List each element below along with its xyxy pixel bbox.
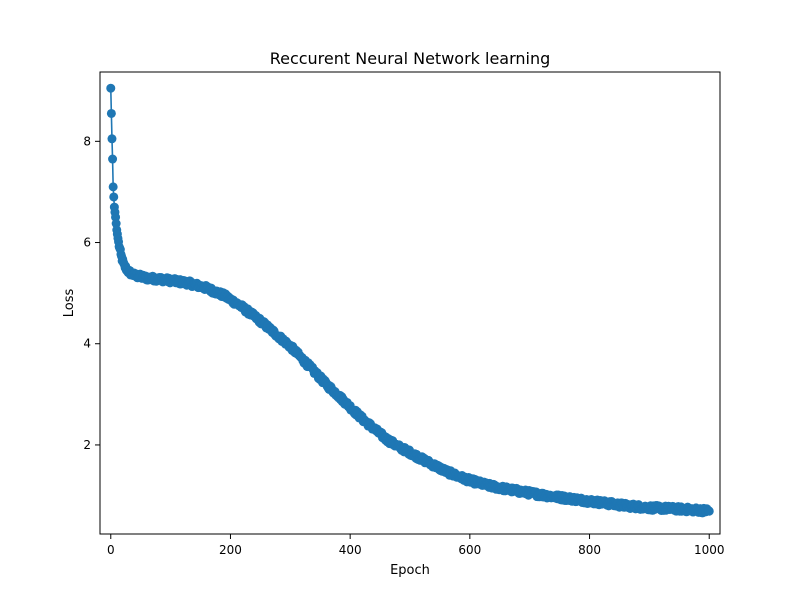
y-tick-label: 6 bbox=[83, 236, 91, 250]
y-tick-label: 2 bbox=[83, 438, 91, 452]
chart-title: Reccurent Neural Network learning bbox=[270, 49, 551, 68]
x-tick-label: 800 bbox=[578, 543, 601, 557]
y-tick-label: 8 bbox=[83, 134, 91, 148]
data-point bbox=[108, 154, 118, 164]
data-point bbox=[704, 506, 714, 516]
x-axis-ticks: 0 200 400 600 800 1000 bbox=[107, 534, 725, 557]
data-point bbox=[106, 108, 116, 118]
x-tick-label: 600 bbox=[458, 543, 481, 557]
data-point bbox=[109, 192, 119, 202]
x-tick-label: 0 bbox=[107, 543, 115, 557]
x-tick-label: 200 bbox=[219, 543, 242, 557]
x-tick-label: 400 bbox=[339, 543, 362, 557]
y-axis-ticks: 2 4 6 8 bbox=[83, 134, 100, 452]
series-layer bbox=[106, 83, 714, 518]
y-tick-label: 4 bbox=[83, 337, 91, 351]
data-point bbox=[108, 182, 118, 192]
x-tick-label: 1000 bbox=[694, 543, 725, 557]
data-point bbox=[107, 134, 117, 144]
plot-area: 0 200 400 600 800 1000 2 4 6 8 bbox=[83, 71, 725, 557]
axes-frame bbox=[99, 71, 721, 535]
data-point bbox=[106, 83, 116, 93]
y-axis-label: Loss bbox=[62, 289, 77, 318]
x-axis-label: Epoch bbox=[390, 563, 430, 578]
